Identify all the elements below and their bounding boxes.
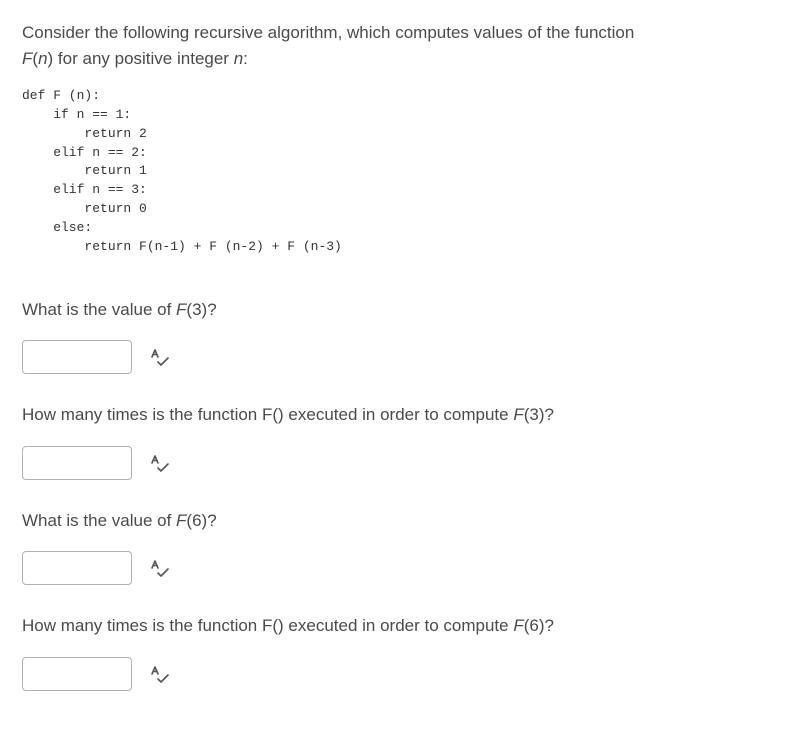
question-3: What is the value of F(6)? — [22, 508, 787, 534]
code-block: def F (n): if n == 1: return 2 elif n ==… — [22, 87, 787, 257]
answer-input-3[interactable] — [22, 551, 132, 585]
intro-text: Consider the following recursive algorit… — [22, 20, 787, 71]
answer-input-1[interactable] — [22, 340, 132, 374]
intro-line2a: for any positive integer — [53, 49, 233, 68]
q2-arg: (3)? — [524, 405, 554, 424]
q3-f: F — [176, 511, 186, 530]
question-1: What is the value of F(3)? — [22, 297, 787, 323]
intro-n: n — [38, 49, 47, 68]
q1-prefix: What is the value of — [22, 300, 176, 319]
q3-prefix: What is the value of — [22, 511, 176, 530]
intro-fn: F — [22, 49, 32, 68]
q3-arg: (6)? — [186, 511, 216, 530]
answer-row-1 — [22, 340, 787, 374]
q4-prefix: How many times is the function F() execu… — [22, 616, 513, 635]
q2-prefix: How many times is the function F() execu… — [22, 405, 513, 424]
question-4: How many times is the function F() execu… — [22, 613, 787, 639]
q4-f: F — [513, 616, 523, 635]
answer-row-3 — [22, 551, 787, 585]
answer-input-2[interactable] — [22, 446, 132, 480]
spellcheck-icon[interactable] — [150, 348, 170, 366]
q2-f: F — [513, 405, 523, 424]
spellcheck-icon[interactable] — [150, 454, 170, 472]
q4-arg: (6)? — [524, 616, 554, 635]
spellcheck-icon[interactable] — [150, 559, 170, 577]
intro-line1: Consider the following recursive algorit… — [22, 23, 634, 42]
question-2: How many times is the function F() execu… — [22, 402, 787, 428]
intro-n2: n — [234, 49, 243, 68]
answer-row-2 — [22, 446, 787, 480]
intro-colon: : — [243, 49, 248, 68]
q1-arg: (3)? — [186, 300, 216, 319]
q1-f: F — [176, 300, 186, 319]
